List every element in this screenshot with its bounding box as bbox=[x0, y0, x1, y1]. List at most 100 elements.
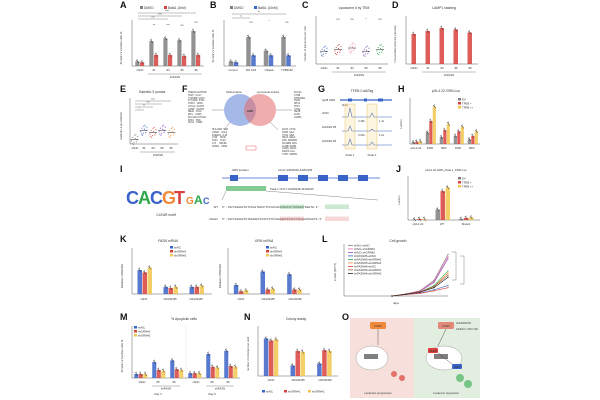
bar bbox=[168, 288, 173, 294]
bar bbox=[265, 289, 270, 294]
panel-letter-j: J bbox=[396, 164, 402, 174]
data-point bbox=[352, 42, 354, 44]
panel-j: J pGL4.22-GRN_Peak 1_FWD-Luc Luc/ren pGL… bbox=[396, 164, 482, 232]
panel-b-xtick: Orlistat bbox=[265, 68, 274, 72]
data-point bbox=[459, 217, 461, 219]
data-point bbox=[224, 349, 226, 351]
panel-letter-d: D bbox=[392, 0, 399, 10]
panel-e-points bbox=[130, 124, 176, 145]
data-point bbox=[363, 54, 365, 56]
bar bbox=[260, 271, 265, 294]
data-point bbox=[299, 290, 301, 292]
data-point bbox=[143, 270, 145, 272]
data-point bbox=[433, 286, 435, 288]
bar bbox=[142, 272, 147, 294]
data-point bbox=[440, 26, 442, 28]
data-point bbox=[193, 31, 195, 33]
bar bbox=[425, 31, 430, 64]
data-point bbox=[261, 269, 263, 271]
panel-b-xtick: MS C18 bbox=[246, 68, 257, 72]
data-point bbox=[153, 130, 155, 133]
fasn-node-left-label: FASN bbox=[374, 324, 381, 328]
legend-swatch-ev bbox=[458, 177, 461, 180]
data-point bbox=[155, 128, 157, 131]
data-point bbox=[447, 123, 449, 125]
data-point bbox=[175, 286, 177, 288]
data-point bbox=[253, 56, 255, 57]
data-point bbox=[419, 291, 421, 293]
clear-site-1 bbox=[280, 204, 304, 209]
bar bbox=[458, 218, 464, 220]
data-point bbox=[235, 367, 237, 369]
data-point bbox=[179, 368, 181, 370]
data-point bbox=[367, 53, 369, 55]
fold-label: 3.60x bbox=[358, 133, 365, 137]
data-point bbox=[378, 52, 380, 54]
bar bbox=[228, 61, 234, 66]
data-point bbox=[165, 286, 167, 288]
data-point bbox=[431, 121, 433, 123]
data-point bbox=[176, 287, 178, 289]
data-point bbox=[473, 136, 475, 138]
data-point bbox=[195, 373, 197, 375]
data-point bbox=[283, 37, 285, 39]
data-point bbox=[442, 190, 444, 192]
data-point bbox=[152, 360, 154, 362]
sig-label: * bbox=[138, 106, 140, 110]
panel-h-xtick: REV bbox=[441, 146, 447, 150]
data-point bbox=[169, 129, 171, 132]
sig-label: *** bbox=[151, 15, 155, 19]
panel-h-xtick: FWD bbox=[455, 146, 461, 150]
sig-label: **** bbox=[151, 97, 156, 101]
data-point bbox=[195, 285, 197, 287]
data-point bbox=[380, 44, 382, 46]
data-point bbox=[471, 134, 473, 136]
bar bbox=[137, 270, 142, 294]
bar bbox=[173, 286, 178, 294]
bar bbox=[170, 360, 175, 378]
data-point bbox=[149, 133, 151, 135]
data-point bbox=[443, 191, 445, 193]
data-point bbox=[353, 49, 355, 52]
data-point bbox=[349, 51, 351, 53]
data-point bbox=[412, 32, 414, 34]
bar bbox=[439, 137, 443, 144]
panel-letter-a: A bbox=[120, 0, 127, 10]
bar bbox=[429, 121, 433, 144]
data-point bbox=[455, 136, 457, 138]
bar bbox=[140, 62, 145, 66]
panel-k-ylabel: Relative mRNA/18s bbox=[218, 263, 222, 288]
data-point bbox=[163, 132, 165, 134]
data-point bbox=[275, 338, 277, 340]
panel-d-bars bbox=[411, 25, 472, 64]
zoom-connector bbox=[221, 190, 227, 201]
panel-a-xtick: shNC bbox=[137, 68, 144, 72]
data-point bbox=[276, 340, 278, 341]
data-point bbox=[376, 50, 378, 52]
day-label: Day 6 bbox=[208, 392, 216, 396]
bar bbox=[411, 34, 416, 64]
data-point bbox=[366, 49, 368, 51]
data-point bbox=[433, 106, 435, 108]
bar bbox=[152, 362, 157, 378]
data-point bbox=[368, 47, 370, 49]
data-point bbox=[266, 339, 268, 341]
data-point bbox=[141, 127, 143, 129]
data-point bbox=[266, 287, 268, 289]
data-point bbox=[161, 125, 163, 127]
gene-exon bbox=[318, 175, 328, 181]
data-point bbox=[151, 136, 153, 139]
svg-text:C: C bbox=[203, 196, 210, 206]
bar bbox=[468, 217, 474, 221]
bar bbox=[161, 370, 166, 378]
bar bbox=[467, 32, 472, 64]
panel-l-legend: shNC+shNC shNC+shGRN#1 shNC+shGRN#2 shFA… bbox=[348, 243, 382, 275]
data-point bbox=[194, 372, 196, 374]
legend-swatch-tfeb1 bbox=[458, 102, 461, 105]
data-point bbox=[150, 268, 152, 270]
venn-label-right: Lysosomal activity bbox=[257, 90, 280, 94]
bar bbox=[163, 286, 168, 294]
data-point bbox=[202, 286, 204, 288]
data-point bbox=[323, 46, 325, 48]
bar bbox=[300, 351, 305, 376]
